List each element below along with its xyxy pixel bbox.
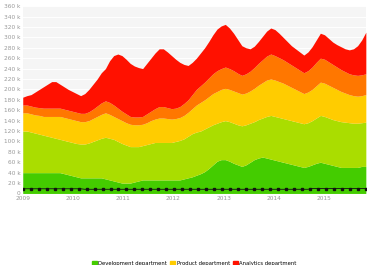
- Legend: Development department, Marketing department, Product department, Sales departme: Development department, Marketing depart…: [92, 260, 297, 265]
